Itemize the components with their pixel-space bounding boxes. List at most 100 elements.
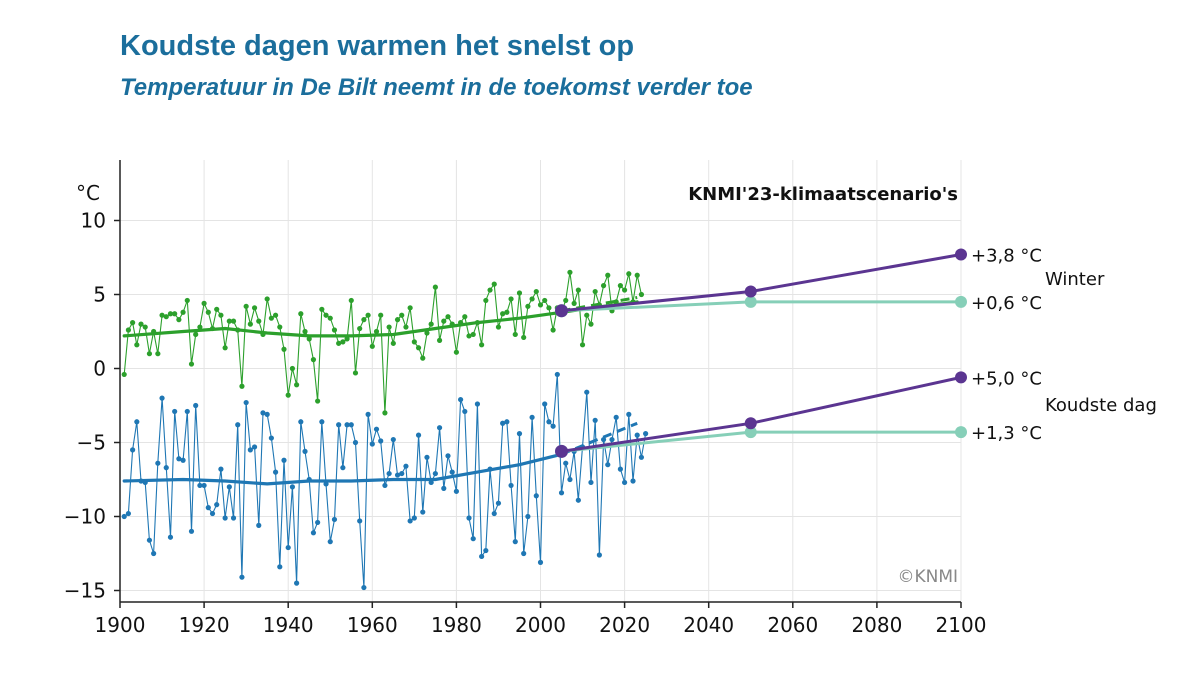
koudste-dag-data-point (420, 509, 426, 515)
winter-data-point (378, 312, 384, 318)
winter-data-point (125, 327, 132, 333)
koudste-dag-5-0-c-scenario-point (955, 371, 967, 384)
winter-data-point (188, 361, 195, 367)
winter-data-point (214, 306, 220, 312)
winter-data-point (403, 324, 409, 330)
winter-data-point (415, 345, 422, 351)
winter-data-point (521, 334, 527, 341)
koudste-dag-5-0-c-end-label: +5,0 °C (971, 368, 1042, 389)
koudste-dag-data-point (533, 493, 539, 499)
winter-data-point (159, 312, 165, 318)
winter-3-8-c-end-label: +3,8 °C (971, 246, 1042, 267)
winter-data-point (289, 365, 296, 372)
winter-data-point (592, 288, 598, 295)
winter-data-point (605, 272, 611, 278)
koudste-dag-data-point (256, 522, 262, 528)
x-tick-label: 1900 (95, 613, 146, 637)
koudste-dag-data-point (155, 460, 161, 466)
winter-data-point (575, 287, 581, 293)
x-tick-label: 1960 (347, 613, 398, 637)
koudste-dag-data-point (336, 422, 342, 428)
winter-data-point (462, 314, 468, 320)
koudste-dag-data-point (159, 395, 165, 401)
koudste-dag-data-point (588, 479, 594, 486)
koudste-dag-data-point (462, 408, 468, 415)
koudste-dag-data-point (504, 419, 510, 425)
koudste-dag-data-point (319, 419, 325, 425)
koudste-dag-trend-line (122, 452, 564, 486)
koudste-dag-data-point (495, 500, 502, 506)
koudste-dag-data-point (449, 469, 455, 475)
koudste-dag-data-point (584, 389, 590, 395)
koudste-dag-data-point (613, 414, 619, 420)
winter-data-point (172, 311, 178, 317)
winter-data-point (205, 309, 211, 315)
koudste-dag-data-point (130, 447, 136, 453)
winter-data-point (512, 331, 518, 338)
koudste-dag-data-point (197, 482, 203, 489)
winter-data-point (163, 314, 169, 320)
winter-3-8-c-scenario-point (955, 248, 967, 261)
koudste-dag-data-point (327, 539, 333, 545)
koudste-dag-data-point (634, 432, 640, 438)
winter-data-point (516, 290, 523, 296)
koudste-dag-data-point (630, 478, 636, 484)
winter-data-point (352, 370, 359, 376)
winter-data-point (466, 333, 472, 339)
koudste-dag-data-point (491, 510, 497, 517)
winter-data-point (529, 296, 535, 302)
x-tick-label: 1920 (179, 613, 230, 637)
winter-0-6-c-scenario-point (744, 295, 757, 308)
koudste-dag-data-point (605, 462, 611, 468)
koudste-dag-data-point (188, 528, 195, 534)
winter-data-point (579, 342, 586, 348)
koudste-dag-data-point (315, 519, 321, 526)
koudste-dag-data-point (394, 472, 401, 478)
koudste-dag-data-point (537, 559, 544, 565)
koudste-dag-data-point (466, 515, 472, 521)
winter-data-point (622, 287, 628, 293)
y-tick-label: −5 (77, 431, 106, 455)
koudste-dag-data-point (390, 436, 396, 443)
winter-data-point (272, 312, 279, 318)
winter-data-point (424, 330, 430, 336)
winter-data-point (230, 318, 237, 324)
koudste-dag-data-point (230, 515, 237, 521)
koudste-dag-data-point (180, 457, 186, 463)
winter-data-point (445, 314, 451, 320)
winter-data-point (184, 297, 190, 304)
winter-data-point (584, 312, 590, 318)
koudste-dag-data-point (352, 439, 359, 446)
scenario-label: KNMI'23-klimaatscenario's (688, 184, 958, 205)
winter-data-point (542, 297, 548, 304)
winter-data-point (487, 287, 493, 293)
x-tick-label: 2020 (599, 613, 650, 637)
koudste-dag-data-point (365, 411, 371, 417)
winter-data-point (550, 327, 556, 333)
winter-data-point (264, 296, 270, 302)
winter-data-point (382, 410, 388, 416)
koudste-dag-5-0-c-scenario-line (561, 375, 962, 453)
koudste-dag-data-point (479, 553, 485, 560)
koudste-dag-data-point (323, 481, 329, 487)
winter-data-point (285, 392, 291, 398)
y-tick-label: −10 (64, 505, 106, 529)
koudste-dag-data-point (361, 584, 367, 591)
winter-data-point (247, 321, 253, 327)
winter-data-point (306, 336, 312, 342)
winter-data-point (294, 382, 300, 388)
winter-data-point (634, 272, 640, 278)
axis-ticks: 1900 1920 1940 1960 1980 2000 2020 2040 2060 2080… (64, 209, 987, 638)
koudste-dag-data-point (411, 515, 417, 521)
chart-subtitle: Temperatuur in De Bilt neemt in de toeko… (120, 74, 753, 101)
koudste-dag-data-point (382, 482, 388, 489)
winter-data-point (470, 331, 476, 338)
winter-data-point (495, 324, 502, 330)
winter-data-point (500, 311, 506, 317)
koudste-dag-data-point (260, 410, 266, 416)
koudste-dag-data-point (432, 470, 438, 477)
koudste-dag-data-point (298, 419, 304, 425)
koudste-dag-data-point (218, 466, 224, 472)
winter-data-point (373, 328, 380, 335)
